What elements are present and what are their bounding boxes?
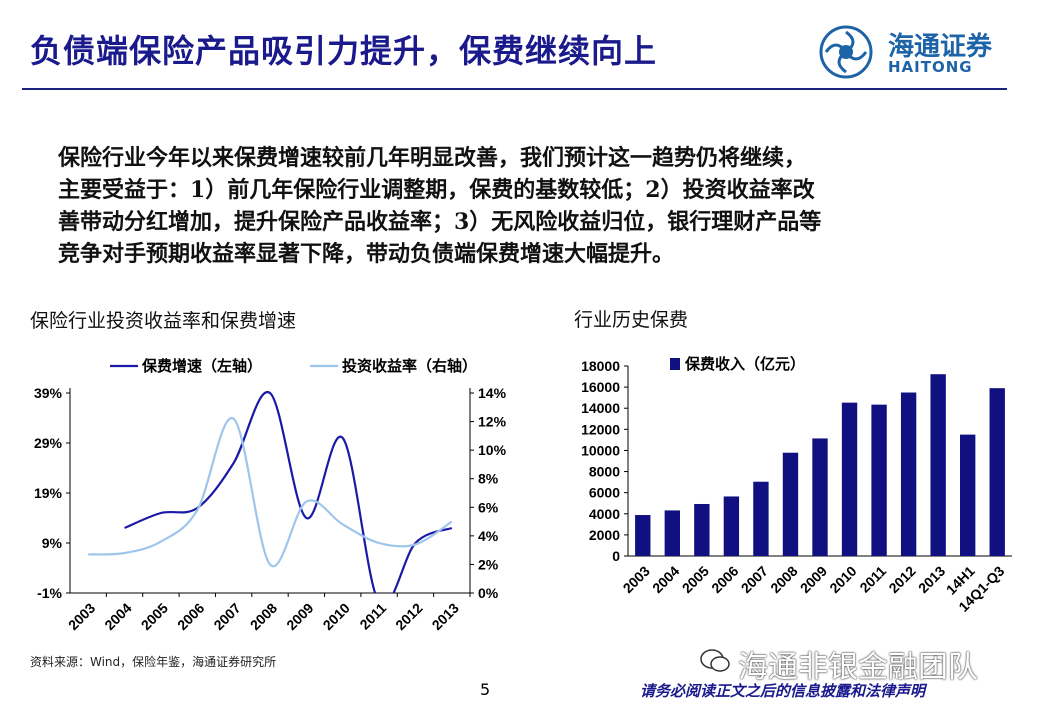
y-axis-tick-label: 10000: [581, 442, 620, 458]
page-number: 5: [480, 680, 491, 699]
legend-label: 保费收入（亿元）: [684, 355, 805, 373]
summary-line: 保险行业今年以来保费增速较前几年明显改善，我们预计这一趋势仍将继续，: [58, 145, 807, 171]
x-axis-tick-label: 2010: [826, 563, 859, 596]
watermark-text: 海通非银金融团队: [738, 650, 978, 685]
right-chart-title: 行业历史保费: [574, 309, 689, 331]
x-axis-tick-label: 2011: [856, 563, 889, 596]
right-axis-tick-label: 12%: [478, 414, 507, 430]
summary-line: 主要受益于：1）前几年保险行业调整期，保费的基数较低；2）投资收益率改: [58, 177, 815, 203]
y-axis-tick-label: 4000: [589, 506, 620, 522]
right-axis-tick-label: 2%: [478, 556, 499, 572]
logo-chinese-text: 海通证券: [888, 32, 993, 62]
y-axis-tick-label: 16000: [581, 379, 620, 395]
x-axis-tick-label: 2008: [767, 563, 800, 596]
left-chart-title: 保险行业投资收益率和保费增速: [30, 310, 297, 332]
wechat-icon: [700, 649, 730, 672]
premium-bar: [635, 515, 651, 556]
premium-bar: [694, 503, 710, 556]
haitong-logo-icon: [819, 25, 873, 79]
right-axis-tick-label: 0%: [478, 585, 499, 601]
premium-bar: [930, 374, 946, 556]
premium-growth-series-line: [124, 391, 453, 593]
x-axis-tick-label: 2009: [797, 563, 830, 596]
premium-bar: [871, 404, 887, 556]
summary-line: 善带动分红增加，提升保险产品收益率；3）无风险收益归位，银行理财产品等: [58, 209, 822, 235]
x-axis-tick-label: 2012: [885, 563, 918, 596]
premium-bar: [782, 452, 799, 556]
summary-paragraph: 保险行业今年以来保费增速较前几年明显改善，我们预计这一趋势仍将继续， 主要受益于…: [58, 142, 998, 270]
left-axis-tick-label: 29%: [34, 435, 63, 451]
right-axis-tick-label: 10%: [478, 442, 507, 458]
x-axis-tick-label: 2005: [679, 563, 712, 596]
x-axis-tick-label: 2007: [738, 563, 771, 596]
summary-line: 竞争对手预期收益率显著下降，带动负债端保费增速大幅提升。: [58, 241, 675, 267]
logo-english-text: HAITONG: [888, 58, 973, 76]
y-axis-tick-label: 0: [612, 548, 620, 564]
x-axis-tick-label: 2013: [915, 563, 948, 596]
y-axis-tick-label: 6000: [589, 485, 620, 501]
disclaimer-link[interactable]: 请务必阅读正文之后的信息披露和法律声明: [640, 682, 926, 700]
y-axis-tick-label: 14000: [581, 400, 620, 416]
source-note: 资料来源：Wind，保险年鉴，海通证券研究所: [30, 655, 277, 669]
premium-bar: [753, 481, 769, 556]
legend-label: 保费增速（左轴）: [141, 357, 262, 375]
left-axis-tick-label: -1%: [37, 585, 62, 601]
y-axis-tick-label: 18000: [581, 358, 620, 374]
right-axis-tick-label: 14%: [478, 385, 507, 401]
left-axis-tick-label: 9%: [42, 535, 63, 551]
premium-bar: [841, 402, 858, 556]
premium-bar: [664, 510, 680, 556]
y-axis-tick-label: 2000: [589, 527, 620, 543]
legend-swatch: [670, 358, 680, 370]
x-axis-tick-label: 2003: [620, 563, 653, 596]
premium-bar: [900, 392, 917, 556]
company-logo: 海通证券 HAITONG: [818, 24, 1018, 82]
right-axis-tick-label: 6%: [478, 499, 499, 515]
premium-bar: [812, 438, 828, 556]
x-axis-tick-label: 2006: [708, 563, 741, 596]
right-axis-tick-label: 8%: [478, 471, 499, 487]
y-axis-tick-label: 12000: [581, 421, 620, 437]
x-axis-tick-label: 2004: [649, 563, 682, 596]
premium-bar: [989, 388, 1005, 556]
title-divider: [22, 88, 1007, 90]
left-axis-tick-label: 39%: [34, 385, 63, 401]
left-axis-tick-label: 19%: [34, 485, 63, 501]
legend-label: 投资收益率（右轴）: [342, 357, 477, 375]
page-title: 负债端保险产品吸引力提升，保费继续向上: [30, 32, 658, 70]
investment-yield-series-line: [88, 417, 453, 568]
right-axis-tick-label: 4%: [478, 528, 499, 544]
premium-bar: [723, 496, 740, 556]
y-axis-tick-label: 8000: [589, 464, 620, 480]
premium-bar: [960, 434, 976, 556]
